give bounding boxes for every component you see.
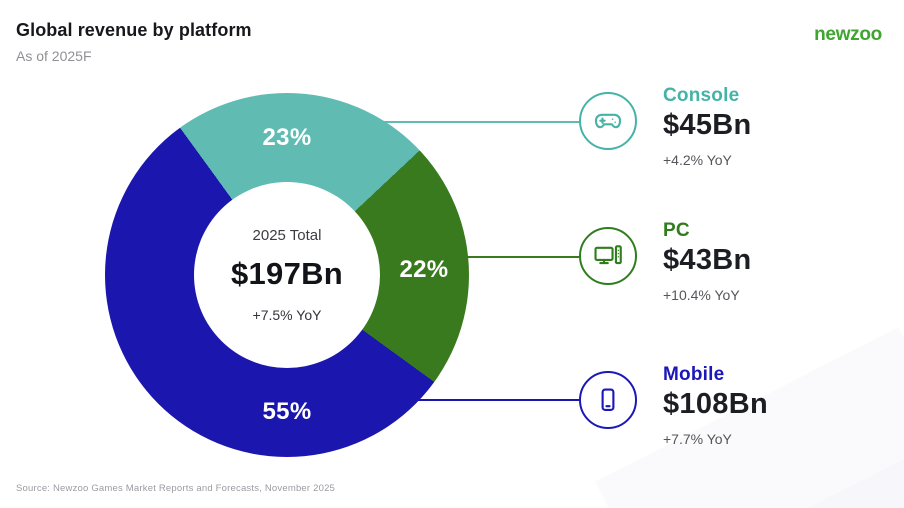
segment-share-label-mobile: 55% [262,398,312,425]
page-title: Global revenue by platform [16,20,252,40]
segment-share-label-pc: 22% [399,256,449,284]
legend-yoy-pc: +10.4% YoY [663,286,740,303]
desktop-computer-icon [594,245,622,265]
console-icon-circle [579,92,637,150]
source-note: Source: Newzoo Games Market Reports and … [16,483,336,494]
center-yoy-label: +7.5% YoY [252,307,322,323]
mobile-icon-circle [579,371,637,429]
page-subtitle: As of 2025F [16,48,92,64]
legend-item-pc: PC $43Bn +10.4% YoY [579,220,752,303]
legend-label-mobile: Mobile [663,364,725,385]
legend-label-pc: PC [663,220,690,241]
legend-yoy-mobile: +7.7% YoY [663,430,732,447]
legend-text-mobile: Mobile $108Bn +7.7% YoY [663,364,768,447]
legend-value-mobile: $108Bn [663,387,768,420]
legend-text-pc: PC $43Bn +10.4% YoY [663,220,752,303]
connector-line-mobile [340,399,583,401]
legend-item-mobile: Mobile $108Bn +7.7% YoY [579,364,768,447]
connector-line-console [340,121,580,123]
legend-value-console: $45Bn [663,108,752,141]
donut-chart: 23% 22% 55% 2025 Total $197Bn +7.5% YoY [105,93,469,457]
legend-value-pc: $43Bn [663,243,752,276]
pc-icon-circle [579,227,637,285]
gamepad-icon [594,113,622,129]
donut-center: 2025 Total $197Bn +7.5% YoY [194,182,380,368]
legend-label-console: Console [663,85,740,106]
legend-item-console: Console $45Bn +4.2% YoY [579,85,752,168]
newzoo-logo: newzoo [814,24,882,45]
smartphone-icon [601,388,615,411]
center-period-label: 2025 Total [252,227,322,244]
segment-share-label-console: 23% [262,124,312,151]
connector-line-pc [400,256,581,258]
center-total-value: $197Bn [230,256,344,291]
legend-text-console: Console $45Bn +4.2% YoY [663,85,752,168]
legend-yoy-console: +4.2% YoY [663,151,732,168]
